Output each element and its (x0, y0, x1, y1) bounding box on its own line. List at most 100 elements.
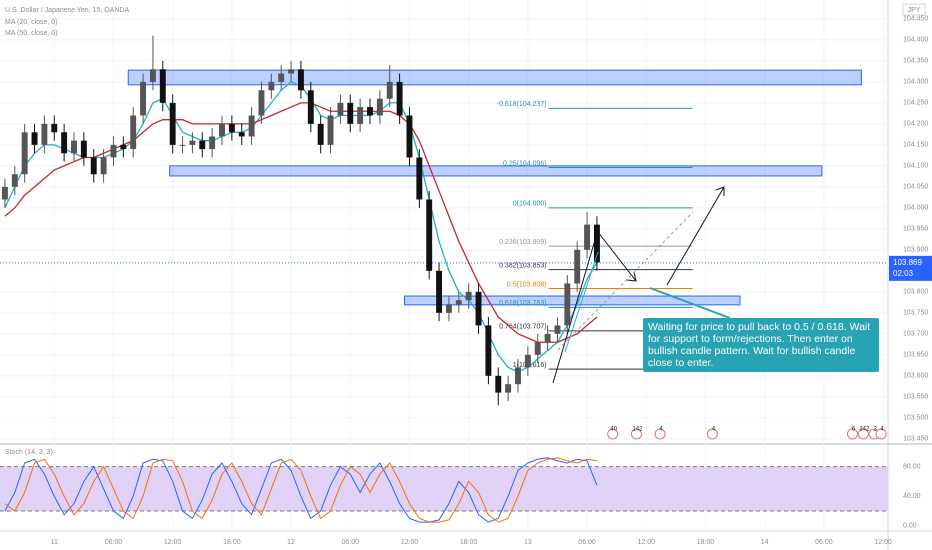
event-icon (846, 428, 858, 440)
candle-body (120, 144, 127, 150)
candle-body (436, 270, 443, 313)
candle-body (593, 224, 600, 263)
y-tick-label: 104.000 (903, 205, 928, 212)
candle-body (307, 90, 314, 124)
candle-body (209, 136, 216, 150)
zone (169, 165, 823, 177)
candle-body (228, 123, 235, 133)
callout-pointer (649, 287, 731, 319)
candle-body (534, 342, 541, 355)
last-price-tag (889, 255, 932, 281)
candle-body (337, 102, 344, 116)
fib-label: 0.764(103.707) (499, 324, 546, 331)
candle-body (21, 132, 28, 175)
x-tick-label: 12:00 (164, 539, 182, 546)
candle-body (71, 140, 77, 154)
candle-body (317, 123, 324, 145)
y-tick-label: 104.100 (903, 163, 928, 170)
event-icon (857, 428, 869, 440)
stoch-tick-label: 40.00 (903, 493, 921, 500)
candle-body (189, 140, 196, 145)
last-price-label: 103.869 (893, 258, 922, 267)
candle-body (376, 98, 383, 116)
legend-ma50: MA (50, close, 0) (5, 30, 58, 37)
y-tick-label: 104.250 (903, 100, 928, 107)
stoch-tick-label: 80.00 (903, 464, 921, 471)
fib-label: 0.25(104.096) (503, 160, 547, 167)
x-tick-label: 12 (287, 539, 295, 546)
stoch-line (4, 457, 598, 523)
x-tick-label: 18:00 (697, 539, 715, 546)
fib-label: 0.618(103.763) (499, 300, 546, 307)
event-label: 4 (712, 427, 716, 433)
currency-box (902, 3, 926, 16)
candle-body (219, 123, 225, 137)
candle-body (406, 115, 413, 158)
candle-body (130, 115, 137, 150)
drawings (552, 186, 731, 384)
x-tick-label: 18:00 (223, 539, 241, 546)
currency: JPY (908, 7, 921, 14)
candle-body (515, 367, 521, 385)
candle-body (140, 81, 147, 116)
event-label: 4 (659, 427, 663, 433)
y-tick-label: 104.300 (903, 79, 928, 86)
y-tick-label: 103.450 (903, 436, 928, 443)
x-tick-label: 14 (761, 539, 769, 546)
candle-body (278, 73, 285, 82)
candle-body (61, 132, 68, 154)
y-tick-label: 103.500 (903, 415, 928, 422)
fib-label: 0.382(103.853) (499, 262, 546, 269)
candle-body (1, 186, 8, 200)
event-icon (875, 428, 887, 440)
y-tick-label: 103.950 (903, 226, 928, 233)
candle-body (149, 69, 156, 82)
fib-label: 0.236(103.909) (499, 239, 546, 246)
y-tick-label: 103.550 (903, 394, 928, 401)
trend-arrow (597, 231, 637, 282)
x-tick-label: 11 (51, 539, 58, 546)
stoch-line (4, 457, 598, 523)
candle-body (416, 157, 423, 200)
dashed-projection (557, 211, 694, 351)
candle-body (544, 333, 551, 343)
x-tick-label: 06:00 (105, 539, 123, 546)
fib-label: 0(104.000) (513, 201, 547, 208)
fib-label: -0.618(104.237) (497, 101, 547, 108)
candle-body (159, 69, 166, 103)
candle-body (564, 283, 571, 326)
x-tick-label: 06:00 (342, 539, 360, 546)
event-label: 6 (852, 427, 856, 433)
candle-body (41, 123, 48, 145)
x-tick-label: 12:00 (874, 539, 892, 546)
candle-body (31, 132, 38, 145)
candle-body (396, 81, 403, 116)
candle-body (327, 115, 334, 145)
y-tick-label: 104.350 (903, 58, 928, 65)
y-tick-label: 104.150 (903, 142, 928, 149)
candle-body (248, 115, 255, 137)
candle-body (238, 132, 245, 137)
event-label: 2 (874, 427, 878, 433)
candle-body (386, 81, 393, 99)
candle-body (505, 384, 512, 393)
candle-body (169, 102, 176, 145)
y-tick-label: 104.450 (903, 16, 928, 23)
chart-title: U.S. Dollar / Japanese Yen, 15, OANDA (5, 7, 129, 14)
candle-body (51, 123, 58, 133)
x-tick-label: 06:00 (578, 539, 596, 546)
y-tick-label: 103.600 (903, 373, 928, 380)
y-tick-label: 103.750 (903, 310, 928, 317)
y-tick-label: 103.800 (903, 289, 928, 296)
x-tick-label: 18:00 (460, 539, 478, 546)
event-label: 242 (859, 427, 870, 433)
candle-body (465, 291, 472, 301)
candle-body (288, 69, 295, 74)
x-tick-label: 12:00 (638, 539, 656, 546)
y-tick-label: 103.700 (903, 331, 928, 338)
candle-body (11, 174, 18, 187)
candle-body (357, 107, 364, 124)
candle-body (485, 325, 492, 376)
candle-body (524, 354, 531, 368)
candle-body (347, 102, 354, 124)
